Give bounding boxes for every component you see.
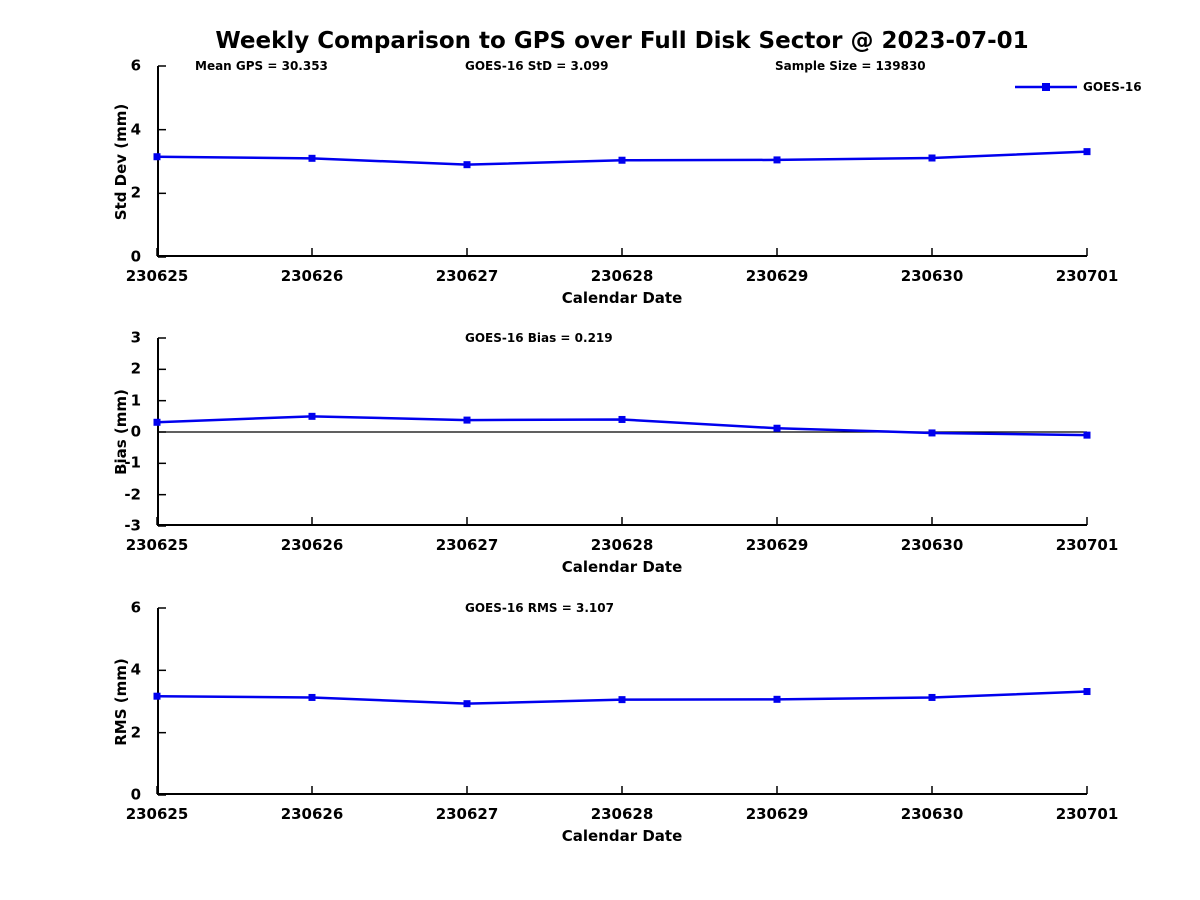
y-tick-label: 3 (130, 328, 141, 347)
x-tick-label: 230625 (125, 267, 189, 285)
data-point-marker (618, 696, 626, 704)
x-tick-label: 230626 (280, 267, 344, 285)
data-point-marker (928, 429, 936, 437)
x-tick-label: 230625 (125, 805, 189, 823)
data-point-marker (153, 418, 161, 426)
y-tick-label: 6 (130, 598, 141, 617)
x-axis-tick-labels: 230625 230626 230627 230628 230629 230630 2307… (126, 267, 1119, 287)
data-point-marker (153, 153, 161, 161)
y-tick-label: 2 (130, 359, 141, 378)
y-tick-label: 4 (130, 660, 141, 679)
data-point-marker (463, 416, 471, 424)
x-axis-tick-labels: 230625 230626 230627 230628 230629 230630 2307… (126, 805, 1119, 825)
data-point-marker (773, 424, 781, 432)
y-tick-label: 0 (130, 247, 141, 266)
data-point-marker (618, 156, 626, 164)
y-tick-label: 2 (130, 723, 141, 742)
y-tick-label: -2 (124, 485, 141, 504)
y-axis-tick-labels: 0 2 4 6 (97, 600, 149, 802)
data-point-marker (153, 692, 161, 700)
legend-marker (1042, 83, 1050, 91)
figure-title: Weekly Comparison to GPS over Full Disk … (215, 28, 1029, 54)
data-point-marker (928, 154, 936, 162)
x-tick-label: 230629 (745, 805, 809, 823)
x-tick-label: 230628 (590, 536, 654, 554)
data-point-marker (773, 695, 781, 703)
x-tick-label: 230627 (435, 536, 499, 554)
data-point-marker (1083, 431, 1091, 439)
data-point-marker (463, 700, 471, 708)
data-point-marker (463, 161, 471, 169)
x-tick-label: 230701 (1055, 805, 1119, 823)
x-tick-label: 230630 (900, 536, 964, 554)
x-tick-label: 230625 (125, 536, 189, 554)
data-point-marker (618, 415, 626, 423)
data-point-marker (1083, 148, 1091, 156)
y-axis-tick-labels: 0 2 4 6 (97, 58, 149, 264)
data-point-marker (308, 154, 316, 162)
data-point-marker (308, 412, 316, 420)
annotation-goes16-bias: GOES-16 Bias = 0.219 (465, 331, 613, 345)
x-tick-label: 230628 (590, 805, 654, 823)
y-tick-label: 0 (130, 785, 141, 804)
x-tick-label: 230701 (1055, 267, 1119, 285)
std-dev-line-chart (153, 65, 1091, 258)
y-tick-label: 0 (130, 422, 141, 441)
x-axis-label: Calendar Date (561, 558, 683, 576)
annotation-goes16-rms: GOES-16 RMS = 3.107 (465, 601, 614, 615)
y-tick-label: -1 (124, 453, 141, 472)
x-tick-label: 230626 (280, 536, 344, 554)
x-tick-label: 230629 (745, 536, 809, 554)
data-point-marker (308, 693, 316, 701)
x-tick-label: 230627 (435, 267, 499, 285)
y-tick-label: 2 (130, 183, 141, 202)
y-tick-label: -3 (124, 516, 141, 535)
x-axis-tick-labels: 230625 230626 230627 230628 230629 230630 2307… (126, 536, 1119, 556)
x-tick-label: 230626 (280, 805, 344, 823)
x-axis-label: Calendar Date (561, 827, 683, 845)
legend-label: GOES-16 (1083, 80, 1142, 94)
x-tick-label: 230628 (590, 267, 654, 285)
legend-line-marker-icon (1015, 83, 1077, 91)
x-tick-label: 230627 (435, 805, 499, 823)
bias-line-chart (153, 337, 1091, 527)
x-axis-label: Calendar Date (561, 289, 683, 307)
subplot-bias: Bias (mm) 3 2 1 0 -1 -2 -3 GOES-16 Bias = 0.21… (112, 330, 1118, 576)
y-axis-tick-labels: 3 2 1 0 -1 -2 -3 (97, 330, 149, 533)
legend: GOES-16 (1015, 80, 1142, 94)
data-point-marker (928, 693, 936, 701)
data-point-marker (1083, 688, 1091, 696)
data-point-marker (773, 156, 781, 164)
y-tick-label: 1 (130, 391, 141, 410)
rms-line-chart (153, 607, 1091, 796)
x-tick-label: 230701 (1055, 536, 1119, 554)
x-tick-label: 230630 (900, 805, 964, 823)
y-tick-label: 4 (130, 120, 141, 139)
annotation-goes16-std: GOES-16 StD = 3.099 (465, 59, 609, 73)
annotation-mean-gps: Mean GPS = 30.353 (195, 59, 328, 73)
annotation-sample-size: Sample Size = 139830 (775, 59, 926, 73)
x-tick-label: 230629 (745, 267, 809, 285)
x-tick-label: 230630 (900, 267, 964, 285)
y-tick-label: 6 (130, 56, 141, 75)
